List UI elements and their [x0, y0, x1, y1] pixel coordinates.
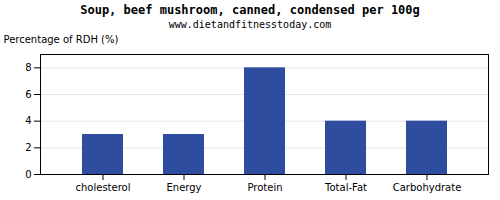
svg-text:Energy: Energy — [166, 182, 201, 193]
svg-text:0: 0 — [25, 169, 31, 180]
svg-text:Percentage of RDH (%): Percentage of RDH (%) — [4, 34, 119, 45]
svg-text:Total-Fat: Total-Fat — [324, 182, 367, 193]
svg-text:6: 6 — [25, 89, 31, 100]
html-text:Soup, beef mushroom, canned, c: Soup, beef mushroom, canned, condensed p… — [80, 3, 420, 17]
svg-text:4: 4 — [25, 115, 31, 126]
html-text:www.dietandfitnesstoday.com: www.dietandfitnesstoday.com — [168, 19, 332, 30]
svg-text:Protein: Protein — [247, 182, 282, 193]
svg-text:Carbohydrate: Carbohydrate — [393, 182, 462, 193]
svg-text:cholesterol: cholesterol — [76, 182, 131, 193]
svg-text:8: 8 — [25, 62, 31, 73]
svg-text:2: 2 — [25, 142, 31, 153]
